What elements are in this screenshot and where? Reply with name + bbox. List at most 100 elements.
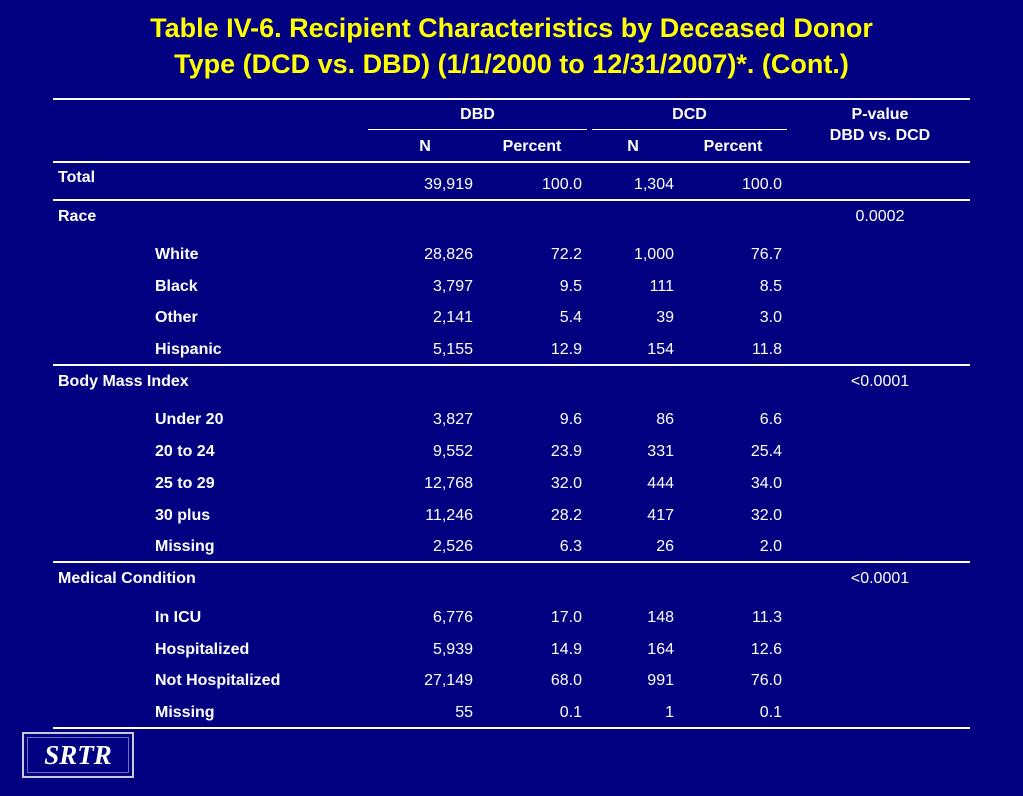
table-row: Under 20 3,827 9.6 86 6.6 <box>0 408 1023 432</box>
dcd-n-cell: 1,000 <box>633 246 674 263</box>
header-pvalue-line-2: DBD vs. DCD <box>829 127 931 144</box>
row-label: Hospitalized <box>155 641 250 658</box>
dcd-n-cell: 86 <box>656 411 674 428</box>
dcd-percent-cell: 76.7 <box>750 246 782 263</box>
dbd-n-cell: 2,141 <box>432 309 473 326</box>
section-label: Race <box>58 208 97 225</box>
row-label: Total <box>58 169 96 186</box>
table-row: 20 to 24 9,552 23.9 331 25.4 <box>0 440 1023 464</box>
row-label: In ICU <box>155 609 202 626</box>
header-dbd-percent: Percent <box>502 138 562 155</box>
table-row: Black 3,797 9.5 111 8.5 <box>0 275 1023 299</box>
pvalue-cell: 0.0002 <box>855 208 905 225</box>
logo-text: SRTR <box>44 740 112 770</box>
header-pvalue: P-value DBD vs. DCD <box>790 104 970 146</box>
header-dcd: DCD <box>672 106 707 123</box>
section-row-bmi: Body Mass Index <0.0001 <box>0 370 1023 394</box>
dcd-percent-cell: 100.0 <box>741 176 782 193</box>
dcd-percent-cell: 25.4 <box>750 443 782 460</box>
header-dcd-percent: Percent <box>703 138 763 155</box>
dcd-percent-cell: 3.0 <box>759 309 782 326</box>
dbd-percent-cell: 9.5 <box>559 278 582 295</box>
table-row: Other 2,141 5.4 39 3.0 <box>0 306 1023 330</box>
dbd-percent-cell: 72.2 <box>550 246 582 263</box>
dbd-percent-cell: 0.1 <box>559 704 582 721</box>
dcd-n-cell: 148 <box>647 609 674 626</box>
table-row: Missing 55 0.1 1 0.1 <box>0 701 1023 725</box>
dcd-n-cell: 39 <box>656 309 674 326</box>
bmi-bottom-rule <box>53 561 970 563</box>
pvalue-cell: <0.0001 <box>850 570 910 587</box>
header-dbd: DBD <box>460 106 495 123</box>
table-row-total: Total <box>0 166 1023 190</box>
dbd-n-cell: 3,827 <box>432 411 473 428</box>
race-bottom-rule <box>53 364 970 366</box>
dcd-percent-cell: 11.3 <box>752 609 782 626</box>
header-bottom-rule <box>53 161 970 163</box>
dcd-percent-cell: 2.0 <box>759 538 782 555</box>
dcd-percent-cell: 0.1 <box>759 704 782 721</box>
dcd-n-cell: 154 <box>647 341 674 358</box>
section-row-medical-condition: Medical Condition <0.0001 <box>0 567 1023 591</box>
dbd-percent-cell: 14.9 <box>550 641 582 658</box>
table-row: Missing 2,526 6.3 26 2.0 <box>0 535 1023 559</box>
row-label: Black <box>155 278 198 295</box>
dbd-n-cell: 28,826 <box>424 246 473 263</box>
srtr-logo: SRTR <box>22 732 134 778</box>
dcd-n-cell: 26 <box>656 538 674 555</box>
dcd-percent-cell: 32.0 <box>750 507 782 524</box>
dcd-n-cell: 417 <box>647 507 674 524</box>
dbd-percent-cell: 28.2 <box>550 507 582 524</box>
row-label: 25 to 29 <box>155 475 215 492</box>
row-label: Not Hospitalized <box>155 672 281 689</box>
table-row: In ICU 6,776 17.0 148 11.3 <box>0 606 1023 630</box>
dbd-n-cell: 2,526 <box>432 538 473 555</box>
dbd-percent-cell: 6.3 <box>559 538 582 555</box>
dbd-n-cell: 27,149 <box>424 672 473 689</box>
dbd-group-rule <box>368 129 587 130</box>
table-row: Hospitalized 5,939 14.9 164 12.6 <box>0 638 1023 662</box>
dcd-n-cell: 331 <box>647 443 674 460</box>
dbd-percent-cell: 23.9 <box>550 443 582 460</box>
table-bottom-rule <box>53 727 970 729</box>
dbd-n-cell: 5,939 <box>432 641 473 658</box>
row-label: Missing <box>155 704 215 721</box>
table-top-rule <box>53 98 970 100</box>
row-label: White <box>155 246 199 263</box>
logo-inner-border <box>27 737 129 773</box>
dbd-percent-cell: 32.0 <box>550 475 582 492</box>
dbd-n-cell: 11,246 <box>425 507 473 524</box>
dbd-percent-cell: 68.0 <box>550 672 582 689</box>
table-row-total-values: 39,919 100.0 1,304 100.0 <box>0 173 1023 197</box>
dcd-percent-cell: 6.6 <box>759 411 782 428</box>
header-dcd-n: N <box>627 138 639 155</box>
dcd-percent-cell: 11.8 <box>752 341 782 358</box>
dbd-n-cell: 55 <box>455 704 473 721</box>
total-bottom-rule <box>53 199 970 201</box>
dcd-percent-cell: 12.6 <box>750 641 782 658</box>
dcd-percent-cell: 76.0 <box>750 672 782 689</box>
section-label: Medical Condition <box>58 570 196 587</box>
dbd-n-cell: 9,552 <box>432 443 473 460</box>
dcd-n-cell: 991 <box>647 672 674 689</box>
table-row: Hispanic 5,155 12.9 154 11.8 <box>0 338 1023 362</box>
dbd-n-cell: 6,776 <box>432 609 473 626</box>
row-label: Under 20 <box>155 411 224 428</box>
dcd-n-cell: 444 <box>647 475 674 492</box>
row-label: Hispanic <box>155 341 222 358</box>
dcd-n-cell: 1 <box>665 704 674 721</box>
dcd-percent-cell: 8.5 <box>759 278 782 295</box>
dbd-percent-cell: 12.9 <box>550 341 582 358</box>
dcd-n-cell: 111 <box>649 278 674 295</box>
dcd-percent-cell: 34.0 <box>750 475 782 492</box>
table-row: Not Hospitalized 27,149 68.0 991 76.0 <box>0 669 1023 693</box>
row-label: 20 to 24 <box>155 443 215 460</box>
table-row: 30 plus 11,246 28.2 417 32.0 <box>0 504 1023 528</box>
header-pvalue-line-1: P-value <box>851 106 909 123</box>
section-label: Body Mass Index <box>58 373 189 390</box>
dbd-n-cell: 39,919 <box>424 176 473 193</box>
dcd-n-cell: 1,304 <box>633 176 674 193</box>
slide-title-line-1: Table IV-6. Recipient Characteristics by… <box>150 13 873 43</box>
dcd-n-cell: 164 <box>647 641 674 658</box>
dbd-n-cell: 12,768 <box>424 475 473 492</box>
